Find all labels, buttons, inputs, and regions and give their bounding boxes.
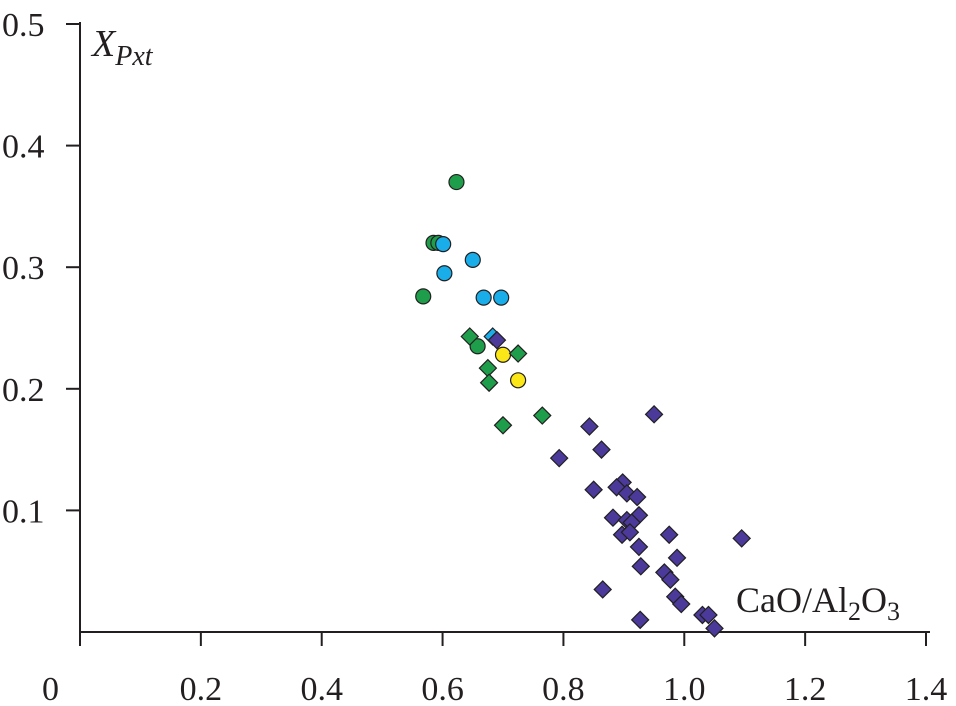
data-point-circle xyxy=(510,372,527,389)
data-point-diamond xyxy=(659,525,679,545)
x-tick-label: 1.4 xyxy=(905,671,948,706)
data-point-diamond xyxy=(592,440,611,459)
data-point-diamond xyxy=(603,508,623,528)
y-axis-title: XPxt xyxy=(90,23,154,72)
data-point-diamond xyxy=(532,406,552,425)
y-tick-label: 0.3 xyxy=(2,250,45,287)
series-yellow-circles xyxy=(494,346,527,389)
data-point-diamond xyxy=(508,344,528,363)
y-tick-label: 0.5 xyxy=(2,7,45,44)
data-point-circle xyxy=(493,289,510,306)
data-point-diamond xyxy=(699,605,718,625)
data-point-diamond xyxy=(627,487,647,507)
data-point-diamond xyxy=(493,415,513,435)
data-point-circle xyxy=(469,338,486,355)
data-point-diamond xyxy=(460,327,480,346)
x-tick-label: 0 xyxy=(42,671,59,706)
data-point-diamond xyxy=(661,570,680,590)
data-point-circle xyxy=(475,289,492,306)
x-tick-label: 1.2 xyxy=(784,671,827,706)
series-cyan-circles xyxy=(435,235,510,306)
data-point-diamond xyxy=(487,330,507,350)
data-point-circle xyxy=(436,265,453,282)
data-point-circle xyxy=(415,288,432,305)
x-axis-title-part: O xyxy=(861,580,887,620)
data-point-diamond xyxy=(644,404,664,424)
data-point-diamond xyxy=(631,556,651,576)
data-point-diamond xyxy=(549,448,569,468)
x-axis-title: CaO/Al2O3 xyxy=(736,580,900,626)
data-point-diamond xyxy=(479,373,499,393)
data-point-diamond xyxy=(671,594,691,614)
x-tick-label: 1.0 xyxy=(663,671,706,706)
data-point-diamond xyxy=(629,537,649,557)
x-axis-title-subscript: 3 xyxy=(887,597,900,626)
y-tick-label: 0.1 xyxy=(2,493,45,530)
data-point-diamond xyxy=(630,610,650,630)
x-tick-label: 0.2 xyxy=(180,671,223,706)
series-purple-diamonds xyxy=(487,330,752,638)
series-green-diamonds xyxy=(460,327,552,435)
data-point-circle xyxy=(435,235,452,253)
x-tick-label: 0.4 xyxy=(300,671,343,706)
y-tick-label: 0.4 xyxy=(2,129,45,166)
y-tick-label: 0.2 xyxy=(2,372,45,409)
y-axis-title-main: X xyxy=(90,23,117,65)
data-point-diamond xyxy=(732,529,752,548)
x-tick-label: 0.6 xyxy=(421,671,464,706)
y-axis-ticks: 0.1 0.2 0.3 0.4 0.5 xyxy=(2,7,80,530)
x-axis-ticks: 0 0.2 0.4 0.6 0.8 1.0 1.2 1.4 xyxy=(42,632,947,706)
y-axis-title-subscript: Pxt xyxy=(114,41,154,72)
data-point-diamond xyxy=(478,358,498,378)
data-point-diamond xyxy=(584,480,603,500)
x-tick-label: 0.8 xyxy=(542,671,585,706)
data-point-diamond xyxy=(667,548,687,568)
data-point-circle xyxy=(494,346,512,363)
data-point-diamond xyxy=(580,417,599,436)
data-point-circle xyxy=(464,251,481,269)
data-point-diamond xyxy=(593,580,613,599)
x-axis-title-subscript: 2 xyxy=(848,597,861,626)
x-axis-title-part: CaO/Al xyxy=(736,580,848,620)
data-point-diamond xyxy=(705,619,724,638)
data-point-circle xyxy=(448,173,465,191)
data-points xyxy=(415,173,752,638)
data-point-diamond xyxy=(620,522,640,542)
axes xyxy=(79,22,930,633)
